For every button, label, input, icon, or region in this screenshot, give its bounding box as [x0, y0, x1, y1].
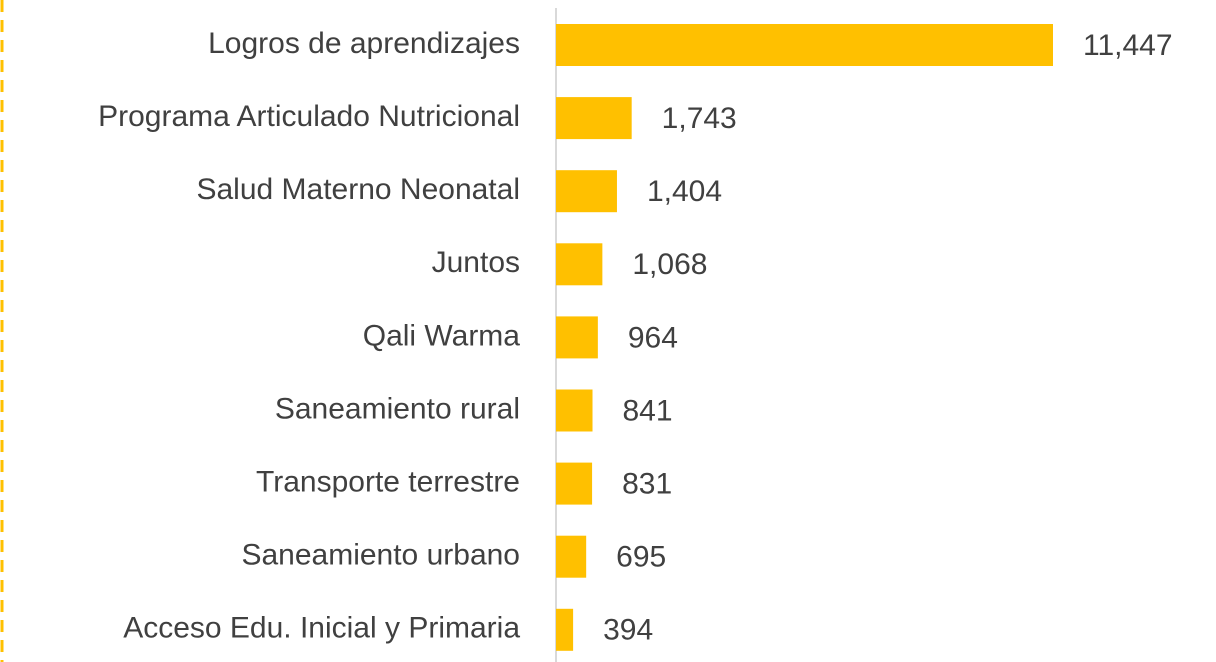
- bar: [556, 316, 598, 359]
- bar: [556, 462, 593, 505]
- value-label: 841: [623, 394, 673, 427]
- category-label: Transporte terrestre: [256, 466, 520, 499]
- bar: [556, 170, 617, 213]
- bar: [556, 24, 1053, 66]
- value-label: 1,404: [647, 175, 722, 208]
- value-label: 831: [622, 468, 672, 501]
- category-label: Programa Articulado Nutricional: [98, 100, 520, 133]
- bar: [556, 97, 632, 140]
- value-label: 1,068: [632, 248, 707, 281]
- category-label: Acceso Edu. Inicial y Primaria: [123, 612, 520, 645]
- value-label: 695: [616, 541, 666, 574]
- bar: [556, 243, 603, 286]
- category-label: Salud Materno Neonatal: [196, 173, 520, 206]
- category-label: Qali Warma: [363, 319, 521, 352]
- category-label: Saneamiento urbano: [241, 539, 520, 572]
- bar: [556, 535, 587, 578]
- value-label: 964: [628, 321, 678, 354]
- value-label: 1,743: [662, 102, 737, 135]
- category-label: Juntos: [432, 246, 520, 279]
- category-label: Saneamiento rural: [275, 392, 520, 425]
- value-label: 11,447: [1083, 29, 1173, 62]
- bar: [556, 389, 593, 432]
- bar: [556, 608, 574, 651]
- category-label: Logros de aprendizajes: [208, 27, 520, 60]
- value-label: 394: [603, 614, 653, 647]
